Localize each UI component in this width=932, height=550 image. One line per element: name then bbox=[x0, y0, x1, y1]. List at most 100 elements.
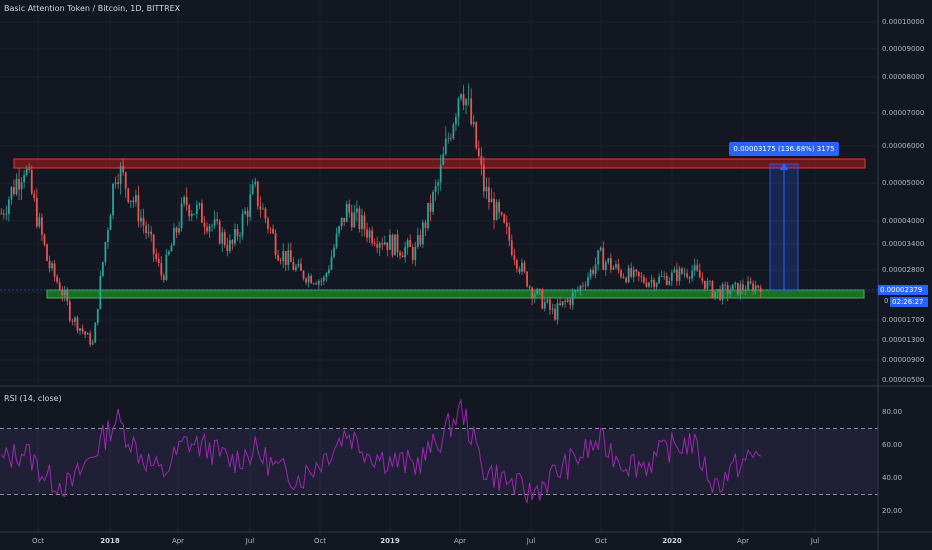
candle-body bbox=[683, 273, 686, 275]
candle-body bbox=[91, 342, 94, 345]
candle-body bbox=[162, 275, 165, 281]
candle-body bbox=[554, 308, 556, 320]
candle-body bbox=[696, 265, 699, 271]
candle-body bbox=[427, 202, 429, 229]
candle-body bbox=[703, 280, 706, 289]
candle-body bbox=[528, 286, 531, 288]
candle-body bbox=[292, 262, 295, 271]
candle-body bbox=[20, 182, 23, 190]
candle-body bbox=[127, 188, 130, 202]
candle-body bbox=[48, 260, 51, 269]
candle-body bbox=[241, 214, 244, 236]
candle-body bbox=[516, 260, 518, 269]
candle-body bbox=[15, 178, 18, 195]
candle-body bbox=[508, 226, 511, 241]
candle-body bbox=[272, 228, 274, 234]
candle-body bbox=[190, 213, 193, 217]
candle-body bbox=[51, 263, 53, 269]
candle-body bbox=[137, 195, 140, 222]
candle-body bbox=[513, 255, 516, 261]
candle-body bbox=[206, 227, 208, 232]
candle-body bbox=[254, 181, 257, 185]
candle-body bbox=[165, 254, 168, 281]
candle-body bbox=[546, 299, 549, 303]
measure-result-badge: 0.00003175 (136.68%) 3175 bbox=[729, 142, 839, 156]
price-tick-label: 0.00010000 bbox=[882, 18, 925, 26]
candle-body bbox=[251, 184, 254, 195]
candle-body bbox=[180, 203, 183, 229]
candle-body bbox=[340, 217, 343, 227]
candle-body bbox=[521, 262, 523, 272]
candle-body bbox=[86, 333, 89, 335]
time-tick-label: Apr bbox=[171, 537, 185, 545]
candle-body bbox=[81, 328, 84, 332]
candle-body bbox=[152, 234, 155, 254]
candle-body bbox=[604, 262, 607, 270]
candle-body bbox=[46, 244, 48, 261]
price-tick-label: 0.00004000 bbox=[882, 217, 925, 225]
candle-body bbox=[670, 272, 673, 281]
candle-body bbox=[114, 182, 117, 184]
candle-body bbox=[472, 122, 475, 125]
candle-body bbox=[239, 235, 241, 237]
candle-body bbox=[396, 234, 399, 253]
candle-body bbox=[571, 291, 574, 305]
candle-body bbox=[84, 331, 86, 335]
candle-body bbox=[650, 279, 653, 283]
candle-body bbox=[630, 268, 633, 277]
candle-body bbox=[157, 258, 160, 263]
candle-body bbox=[467, 98, 470, 100]
price-tick-label: 0.00005000 bbox=[882, 179, 925, 187]
candle-body bbox=[477, 148, 480, 157]
candle-body bbox=[617, 264, 620, 271]
candle-body bbox=[752, 283, 754, 292]
candle-body bbox=[345, 203, 348, 222]
rsi-label[interactable]: RSI (14, close) bbox=[4, 394, 62, 403]
price-tick-label: 0.00009000 bbox=[882, 45, 925, 53]
candle-body bbox=[422, 222, 424, 245]
candle-body bbox=[493, 198, 495, 220]
price-tick-label: 0.00001700 bbox=[882, 316, 925, 324]
candle-body bbox=[660, 276, 663, 278]
candle-body bbox=[503, 214, 506, 223]
candle-body bbox=[640, 276, 643, 278]
candle-body bbox=[228, 240, 231, 252]
candle-body bbox=[676, 269, 678, 281]
price-tick-label: 0.00006000 bbox=[882, 142, 925, 150]
candle-body bbox=[348, 203, 351, 213]
candle-body bbox=[178, 228, 180, 233]
candle-body bbox=[383, 242, 386, 245]
candle-body bbox=[129, 200, 132, 202]
candle-body bbox=[201, 203, 203, 223]
candle-body bbox=[38, 217, 41, 227]
candle-body bbox=[561, 301, 564, 306]
symbol-title[interactable]: Basic Attention Token / Bitcoin, 1D, BIT… bbox=[4, 4, 181, 13]
candle-body bbox=[655, 282, 658, 287]
measure-tool[interactable] bbox=[769, 163, 799, 291]
candle-body bbox=[757, 285, 760, 288]
candle-body bbox=[409, 240, 412, 247]
candle-body bbox=[249, 194, 252, 217]
candle-body bbox=[155, 253, 158, 259]
candle-body bbox=[185, 197, 188, 206]
candle-body bbox=[160, 262, 163, 276]
bar-countdown-tag: 02:26:27 bbox=[890, 297, 928, 307]
support-zone bbox=[46, 289, 865, 299]
candle-body bbox=[25, 168, 28, 175]
candle-body bbox=[749, 281, 752, 284]
candle-body bbox=[731, 284, 734, 291]
candle-body bbox=[376, 244, 379, 248]
candle-body bbox=[447, 137, 450, 139]
candle-body bbox=[724, 284, 727, 286]
time-tick-label: 2018 bbox=[100, 537, 120, 545]
candle-body bbox=[168, 251, 170, 255]
candle-body bbox=[328, 269, 330, 274]
candle-body bbox=[462, 94, 465, 106]
candle-body bbox=[599, 247, 602, 251]
last-price-tag: 0.00002379 bbox=[878, 285, 928, 295]
candle-body bbox=[607, 258, 610, 263]
candle-body bbox=[2, 213, 5, 215]
candle-body bbox=[5, 213, 8, 215]
candle-body bbox=[307, 275, 310, 283]
